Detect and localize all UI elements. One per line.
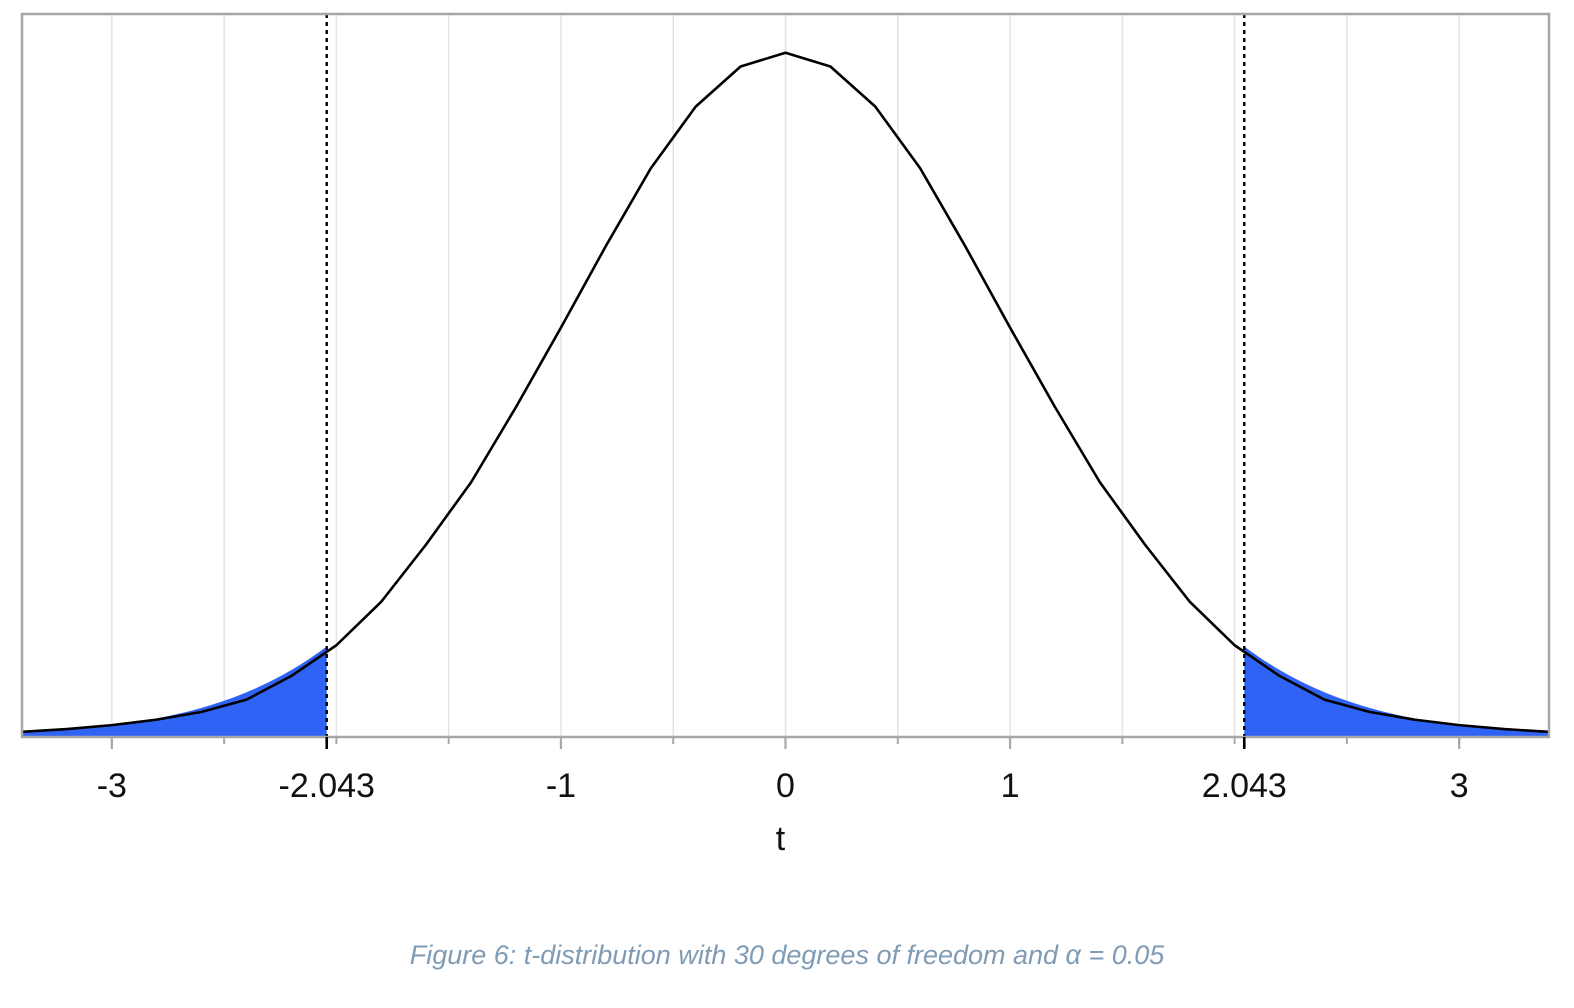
x-tick-label: 3: [1450, 767, 1469, 805]
density-curve: [21, 51, 1550, 734]
left-rejection-region: [22, 646, 327, 737]
chart-svg: -3 -2.043 -1 0 1 2.043 3 t: [20, 12, 1551, 858]
t-distribution-chart: -3 -2.043 -1 0 1 2.043 3 t: [20, 12, 1551, 858]
x-tick-label: 1: [1001, 767, 1020, 805]
x-tick-label: -3: [97, 767, 127, 805]
x-tick-label: -1: [546, 767, 576, 805]
x-tick-label: -2.043: [279, 767, 375, 805]
x-tick-label: 2.043: [1202, 767, 1287, 805]
figure-caption: Figure 6: t-distribution with 30 degrees…: [409, 940, 1165, 970]
x-tick-label: 0: [776, 767, 795, 805]
x-axis-title: t: [776, 820, 786, 858]
right-rejection-region: [1244, 646, 1549, 737]
